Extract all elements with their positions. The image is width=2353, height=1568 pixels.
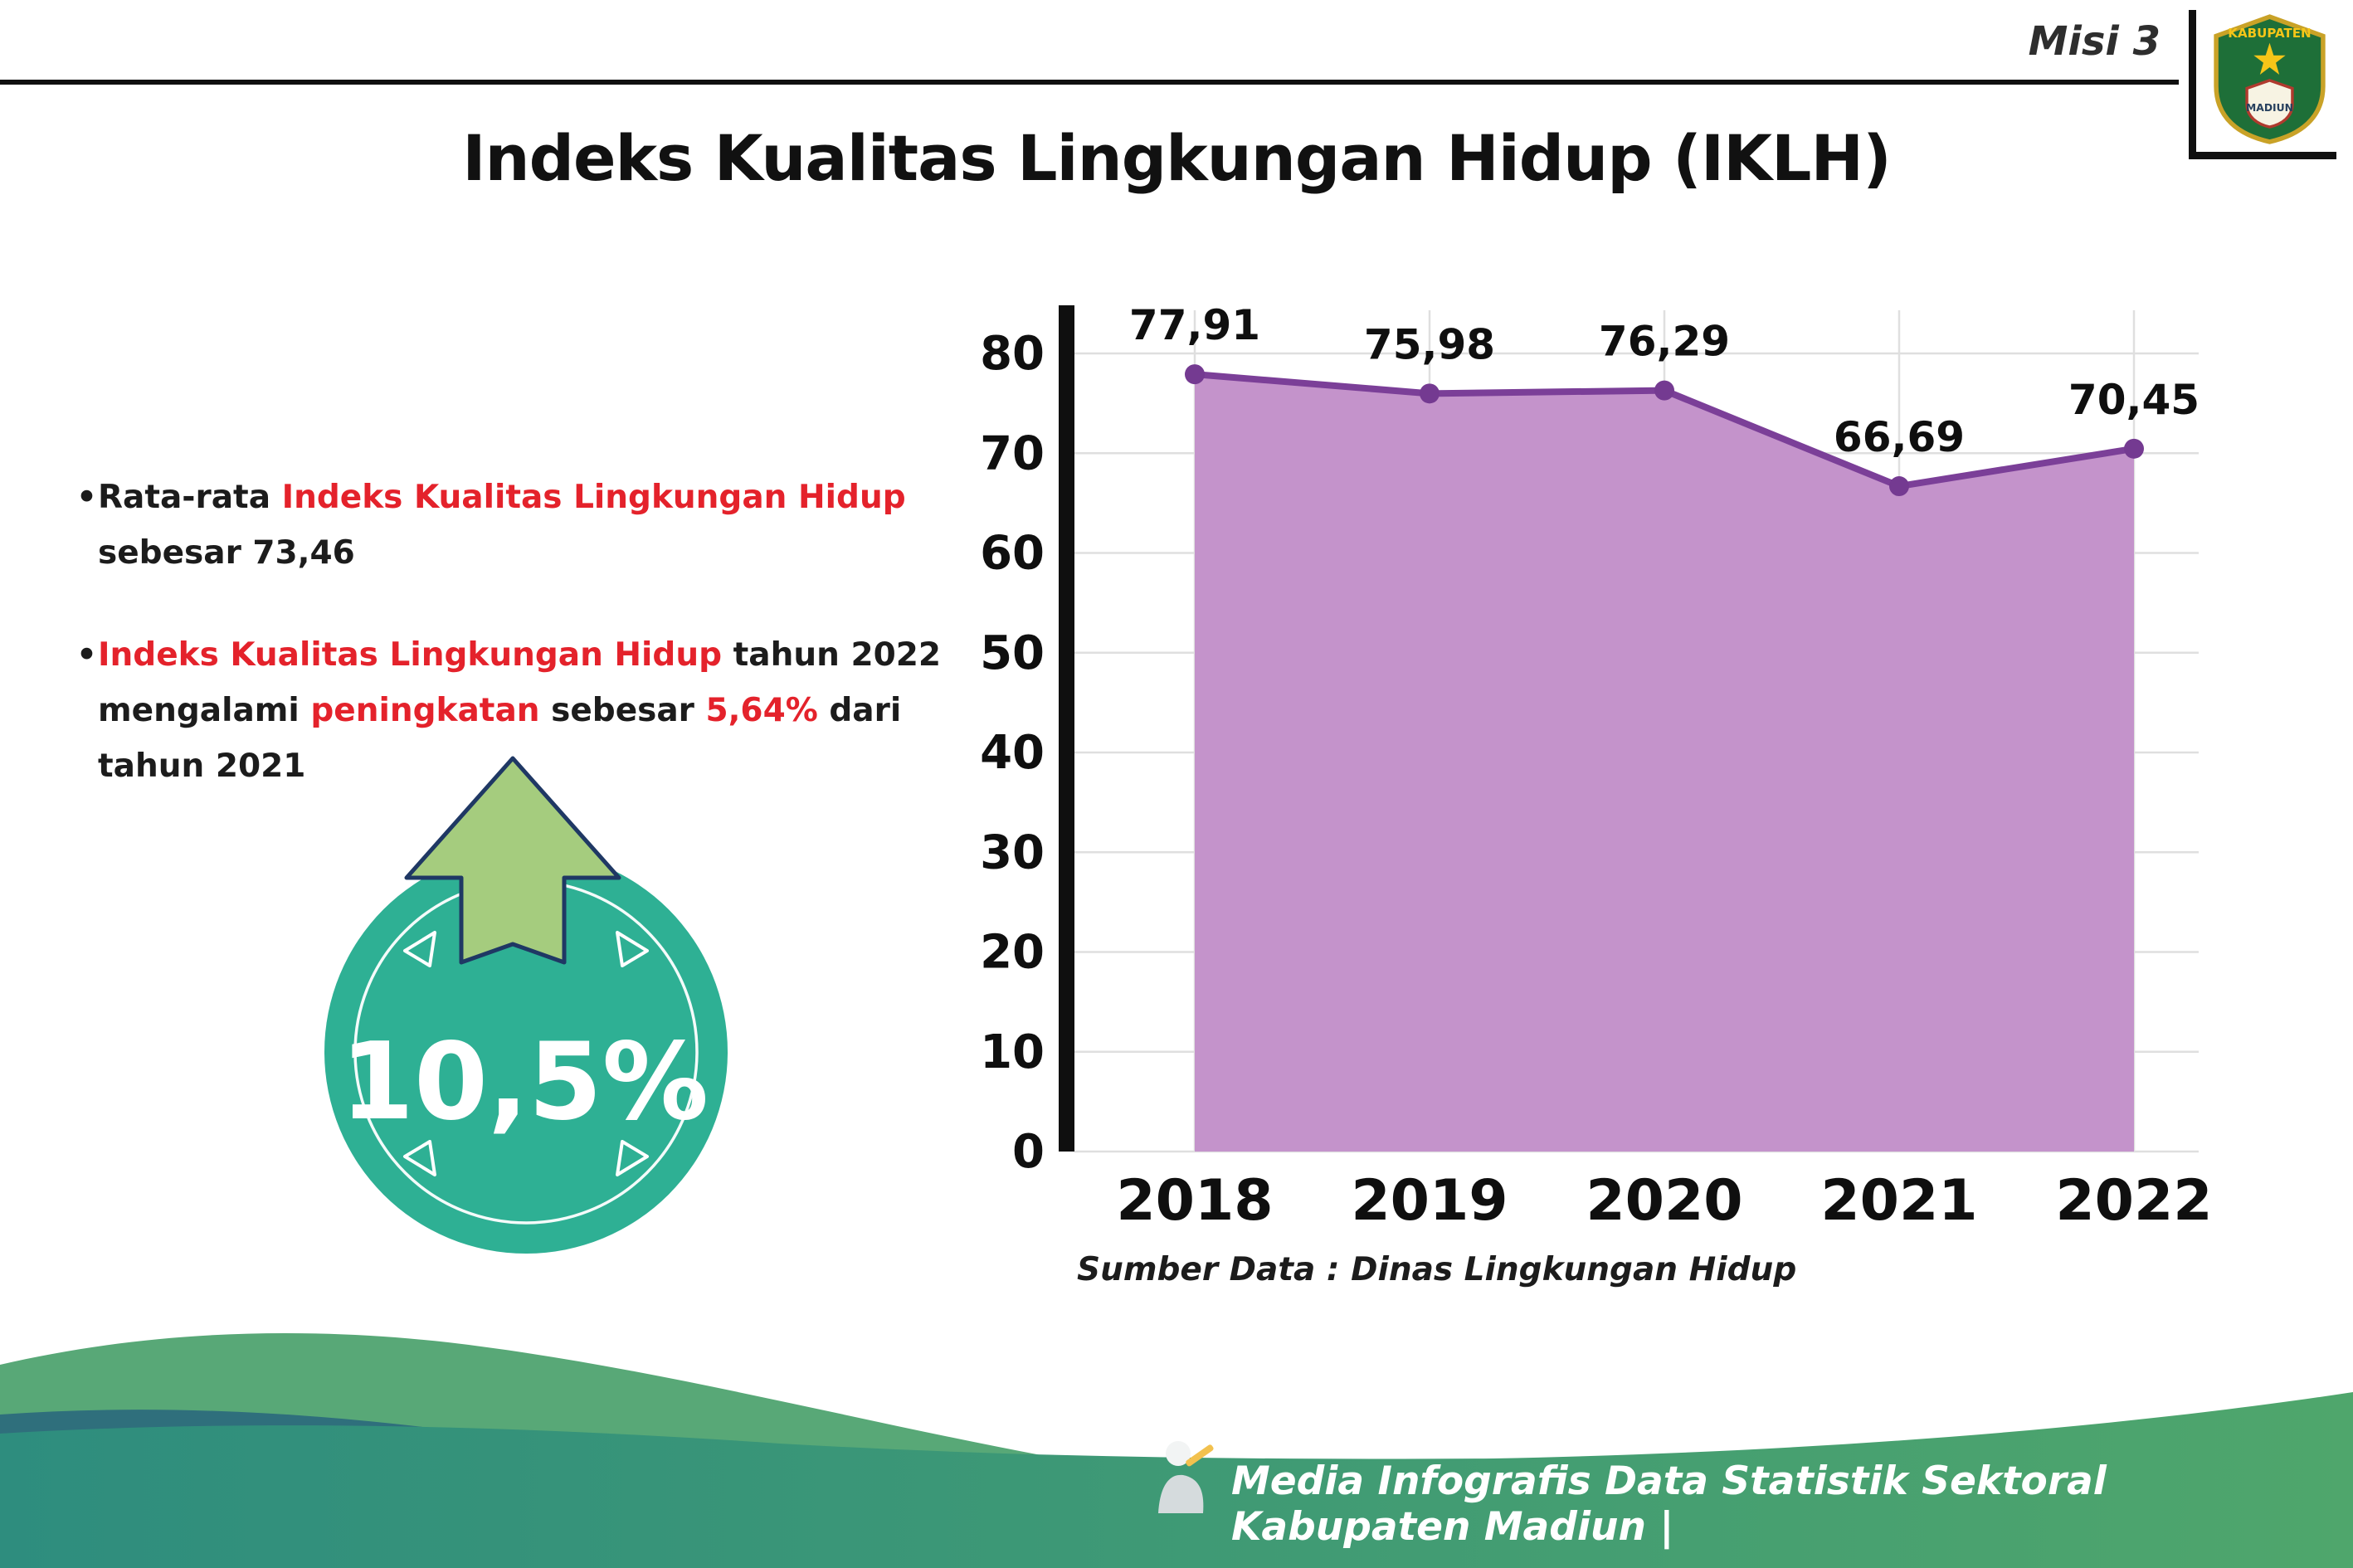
note-text-highlight: Indeks Kualitas Lingkungan Hidup [281,479,906,516]
kabupaten-madiun-logo: KABUPATEN MADIUN [2189,10,2336,159]
badge-value: 10,5% [340,1020,709,1144]
triangle-icon [616,931,649,967]
data-point [1420,383,1440,404]
iklh-area-chart: 0 10 20 30 40 50 60 70 80 2018 2019 2020 2021 2022 77,… [979,280,2257,1359]
header-divider [0,80,2179,85]
triangle-icon [403,1140,436,1176]
x-tick-label: 2021 [1820,1168,1977,1234]
chart-canvas: 0 10 20 30 40 50 60 70 80 2018 2019 2020 2021 2022 77,… [980,301,2213,1234]
y-tick-label: 20 [980,926,1045,980]
y-tick-label: 80 [980,327,1045,381]
data-point [1654,380,1674,401]
x-tick-label: 2020 [1586,1168,1742,1234]
note-text: Rata-rata [98,479,282,516]
y-tick-label: 30 [980,825,1045,879]
data-label: 75,98 [1364,320,1495,368]
data-label: 66,69 [1834,413,1965,461]
data-label: 76,29 [1599,318,1730,366]
y-axis [1059,305,1074,1152]
x-tick-label: 2018 [1116,1168,1273,1234]
triangle-icon [403,931,436,967]
writer-icon [1150,1437,1220,1518]
note-text-highlight: peningkatan [310,692,540,730]
note-increase-2022: Indeks Kualitas Lingkungan Hidup tahun 2… [76,627,977,794]
y-tick-label: 40 [980,726,1045,780]
y-tick-label: 70 [980,426,1045,480]
logo-top-text: KABUPATEN [2228,26,2311,41]
area-series [1195,374,2134,1152]
misi-label: Misi 3 [2028,18,2161,65]
footer-credit: Media Infografis Data Statistik Sektoral… [1231,1458,2107,1550]
x-tick-label: 2022 [2055,1168,2212,1234]
triangle-icon [616,1140,649,1176]
data-source: Sumber Data : Dinas Lingkungan Hidup [1077,1251,1797,1288]
y-tick-label: 50 [980,626,1045,680]
star-icon [2253,42,2286,75]
data-point [2124,438,2144,459]
y-tick-label: 60 [980,527,1045,581]
note-text: sebesar 73,46 [98,534,355,572]
y-tick-label: 10 [980,1025,1045,1079]
data-label: 70,45 [2068,376,2200,424]
shield-icon: KABUPATEN MADIUN [2214,14,2326,144]
increase-badge-graphic: 10,5% [324,756,728,1254]
note-text-highlight: Indeks Kualitas Lingkungan Hidup [98,636,723,674]
note-text-highlight: 5,64% [705,692,818,730]
up-arrow-icon [404,756,621,965]
data-point [1185,364,1205,385]
data-label: 77,91 [1129,301,1260,349]
note-text: dari tahun 2021 [98,692,902,786]
note-text: sebesar [539,692,706,730]
data-point [1889,476,1909,497]
page-title: Indeks Kualitas Lingkungan Hidup (IKLH) [462,121,1892,195]
y-tick-label: 0 [1012,1125,1045,1179]
badge-circle [324,850,728,1254]
key-findings: Rata-rata Indeks Kualitas Lingkungan Hid… [76,470,977,840]
logo-bottom-text: MADIUN [2246,102,2293,114]
x-tick-label: 2019 [1351,1168,1508,1234]
note-text: tahun 2022 mengalami [98,636,941,730]
increase-badge: 10,5% [309,752,748,1273]
note-average-iklh: Rata-rata Indeks Kualitas Lingkungan Hid… [76,470,977,581]
